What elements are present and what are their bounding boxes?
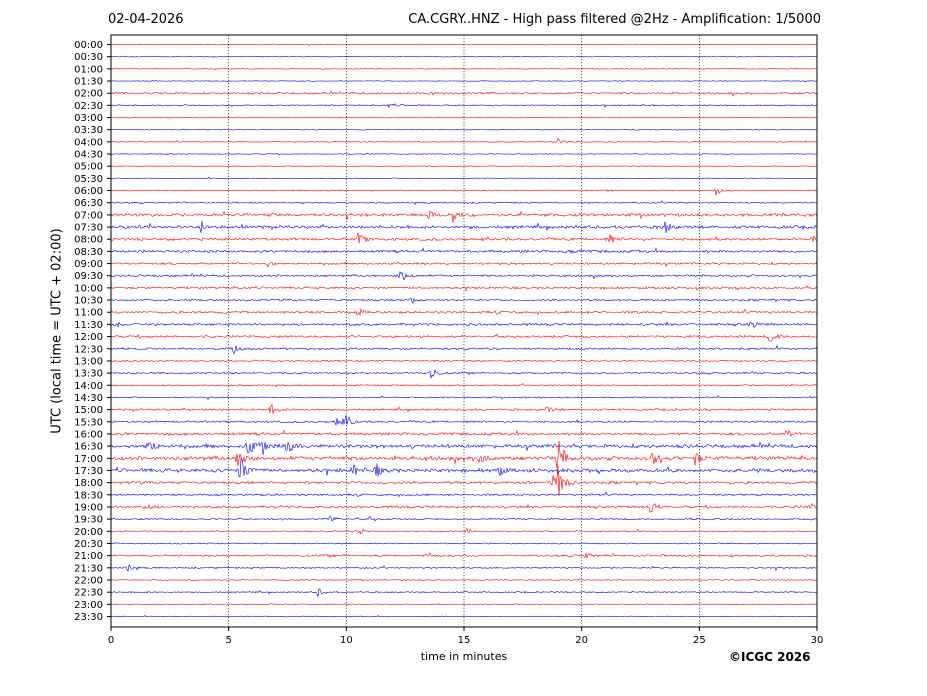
y-tick-label: 23:30 <box>74 612 103 623</box>
y-tick-label: 04:00 <box>74 137 103 148</box>
trace-02:30 <box>110 103 818 109</box>
copyright: ©ICGC 2026 <box>729 650 811 664</box>
x-tick-label: 10 <box>340 635 353 646</box>
y-tick-label: 09:30 <box>74 271 103 282</box>
y-tick-label: 06:00 <box>74 186 103 197</box>
trace-19:00 <box>110 502 818 513</box>
x-axis-label: time in minutes <box>420 650 508 663</box>
x-tick-label: 15 <box>458 635 471 646</box>
y-tick-label: 17:30 <box>74 466 103 477</box>
trace-23:00 <box>110 602 818 606</box>
y-tick-label: 04:30 <box>74 150 103 161</box>
x-tick-label: 30 <box>811 635 824 646</box>
trace-03:30 <box>110 128 818 131</box>
y-tick-label: 12:30 <box>74 344 103 355</box>
y-tick-label: 01:30 <box>74 77 103 88</box>
y-tick-label: 18:30 <box>74 490 103 501</box>
trace-12:30 <box>110 344 818 355</box>
y-tick-label: 15:30 <box>74 417 103 428</box>
y-tick-label: 02:30 <box>74 101 103 112</box>
y-tick-label: 10:30 <box>74 296 103 307</box>
y-tick-label: 08:00 <box>74 235 103 246</box>
chart-title: CA.CGRY..HNZ - High pass filtered @2Hz -… <box>408 12 821 27</box>
plot-frame <box>110 34 818 628</box>
y-tick-label: 12:00 <box>74 332 103 343</box>
x-tick-label: 20 <box>575 635 588 646</box>
trace-04:30 <box>110 152 818 156</box>
y-tick-label: 16:00 <box>74 429 103 440</box>
trace-13:00 <box>110 359 818 363</box>
x-tick-label: 0 <box>108 635 114 646</box>
y-tick-label: 02:00 <box>74 89 103 100</box>
trace-06:00 <box>110 188 818 196</box>
y-tick-label: 01:00 <box>74 64 103 75</box>
trace-15:00 <box>110 403 818 414</box>
y-tick-label: 16:30 <box>74 442 103 453</box>
y-tick-label: 05:00 <box>74 162 103 173</box>
trace-05:30 <box>110 176 818 180</box>
y-tick-label: 00:30 <box>74 52 103 63</box>
x-axis-ticks: 0 5 10 15 20 25 30 <box>108 627 824 646</box>
y-tick-label: 19:00 <box>74 502 103 513</box>
y-tick-label: 19:30 <box>74 515 103 526</box>
y-tick-label: 07:00 <box>74 210 103 221</box>
y-tick-label: 21:00 <box>74 551 103 562</box>
y-tick-label: 14:00 <box>74 381 103 392</box>
date-label: 02-04-2026 <box>108 12 184 27</box>
x-tick-label: 5 <box>225 635 231 646</box>
y-tick-label: 14:30 <box>74 393 103 404</box>
y-tick-label: 03:30 <box>74 125 103 136</box>
y-tick-label: 00:00 <box>74 40 103 51</box>
y-tick-label: 13:30 <box>74 369 103 380</box>
trace-06:30 <box>110 200 818 205</box>
y-tick-label: 22:00 <box>74 575 103 586</box>
y-tick-label: 11:00 <box>74 308 103 319</box>
y-tick-label: 13:00 <box>74 356 103 367</box>
y-tick-label: 23:00 <box>74 600 103 611</box>
y-tick-label: 10:00 <box>74 283 103 294</box>
trace-04:00 <box>110 137 818 144</box>
x-tick-label: 25 <box>693 635 706 646</box>
trace-22:30 <box>110 588 818 598</box>
trace-21:30 <box>110 564 818 572</box>
y-tick-label: 06:30 <box>74 198 103 209</box>
trace-14:30 <box>110 395 817 401</box>
y-tick-label: 20:30 <box>74 539 103 550</box>
trace-11:30 <box>111 321 818 329</box>
trace-05:00 <box>110 165 817 167</box>
y-tick-label: 22:30 <box>74 588 103 599</box>
y-tick-label: 21:30 <box>74 563 103 574</box>
trace-13:30 <box>110 369 818 379</box>
y-tick-label: 03:00 <box>74 113 103 124</box>
y-tick-label: 11:30 <box>74 320 103 331</box>
y-tick-label: 20:00 <box>74 527 103 538</box>
y-tick-label: 07:30 <box>74 223 103 234</box>
y-tick-label: 08:30 <box>74 247 103 258</box>
trace-21:00 <box>110 552 818 559</box>
y-tick-label: 17:00 <box>74 454 103 465</box>
y-tick-label: 15:00 <box>74 405 103 416</box>
trace-14:00 <box>110 382 818 388</box>
y-tick-label: 18:00 <box>74 478 103 489</box>
grid-lines <box>228 35 700 627</box>
trace-17:00 <box>110 440 818 469</box>
y-tick-label: 09:00 <box>74 259 103 270</box>
y-tick-label: 05:30 <box>74 174 103 185</box>
trace-23:30 <box>110 614 818 618</box>
trace-22:00 <box>110 578 818 582</box>
trace-08:00 <box>110 232 818 244</box>
